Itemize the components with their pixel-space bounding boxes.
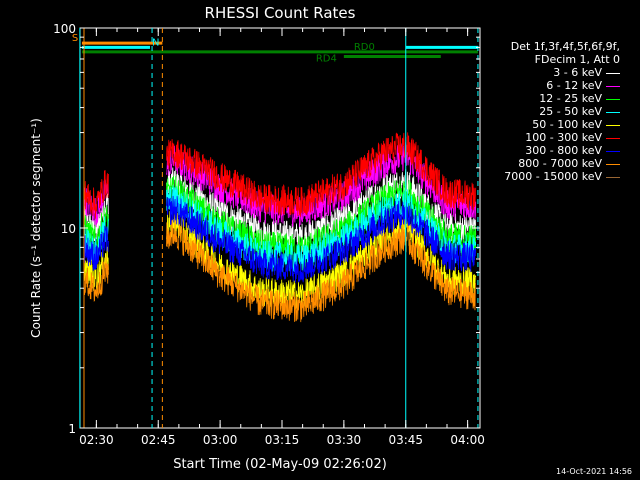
render-timestamp: 14-Oct-2021 14:56 <box>556 467 632 476</box>
flag-label: RD4 <box>316 54 337 65</box>
x-tick-label: 02:30 <box>79 433 114 447</box>
series-line-3-6keV <box>83 167 477 253</box>
x-tick-label: 04:00 <box>450 433 485 447</box>
series-line-100-300keV <box>83 132 477 219</box>
legend-swatch <box>606 98 620 100</box>
legend-swatch <box>606 85 620 87</box>
legend-entry: 12 - 25 keV <box>539 92 620 105</box>
legend-swatch <box>606 111 620 113</box>
legend-header: Det 1f,3f,4f,5f,6f,9f, <box>510 40 620 53</box>
y-tick-label: 1 <box>68 422 76 436</box>
legend-entry: 3 - 6 keV <box>553 66 620 79</box>
legend-label: 25 - 50 keV <box>539 105 602 118</box>
flag-label: S <box>72 33 78 44</box>
x-axis-label: Start Time (02-May-09 02:26:02) <box>173 457 387 472</box>
legend-label: 300 - 800 keV <box>525 144 602 157</box>
flag-layer: S N RD0 RD4 <box>72 33 478 65</box>
legend-entry: 50 - 100 keV <box>532 118 620 131</box>
legend-entry: 300 - 800 keV <box>525 144 620 157</box>
series-layer <box>83 132 477 323</box>
legend-entry: 25 - 50 keV <box>539 105 620 118</box>
legend-label: 7000 - 15000 keV <box>504 170 602 183</box>
legend-swatch <box>606 176 620 178</box>
y-tick-label: 100 <box>53 22 76 36</box>
x-tick-label: 02:45 <box>141 433 176 447</box>
series-line-800-7000keV <box>83 220 477 323</box>
series-line-300-800keV <box>83 195 477 283</box>
legend-entry: 6 - 12 keV <box>546 79 620 92</box>
legend-header: FDecim 1, Att 0 <box>534 53 620 66</box>
y-axis-label: Count Rate (s⁻¹ detector segment⁻¹) <box>29 118 43 338</box>
x-tick-label: 03:45 <box>388 433 423 447</box>
x-tick-label: 03:30 <box>327 433 362 447</box>
legend-label: 3 - 6 keV <box>553 66 602 79</box>
legend-label: 6 - 12 keV <box>546 79 602 92</box>
legend-swatch <box>606 72 620 74</box>
legend-swatch <box>606 137 620 139</box>
legend-label: 100 - 300 keV <box>525 131 602 144</box>
legend-swatch <box>606 150 620 152</box>
axis-layer: 1 10 100 02:30 02:45 03:00 03:15 03:30 03:45 04:0… <box>53 22 485 447</box>
legend-entry: 100 - 300 keV <box>525 131 620 144</box>
legend-label: 800 - 7000 keV <box>518 157 602 170</box>
chart-title: RHESSI Count Rates <box>205 4 356 22</box>
legend-entry: 7000 - 15000 keV <box>504 170 620 183</box>
legend-label: 50 - 100 keV <box>532 118 602 131</box>
legend-entry: 800 - 7000 keV <box>518 157 620 170</box>
x-tick-label: 03:00 <box>203 433 238 447</box>
y-tick-label: 10 <box>61 222 76 236</box>
flag-label: N <box>152 37 159 48</box>
legend-swatch <box>606 124 620 126</box>
legend-label: 12 - 25 keV <box>539 92 602 105</box>
legend-swatch <box>606 163 620 165</box>
flag-label: RD0 <box>354 42 375 53</box>
x-tick-label: 03:15 <box>265 433 300 447</box>
